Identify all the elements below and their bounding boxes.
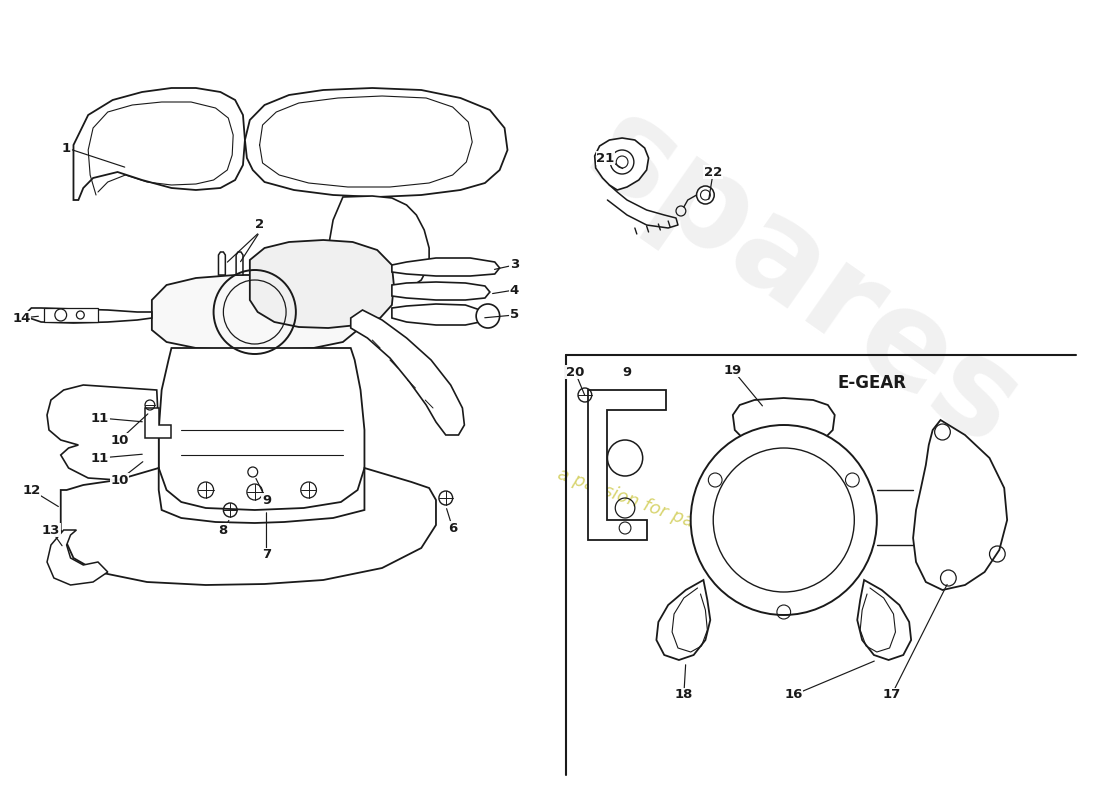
Polygon shape <box>158 348 364 510</box>
Text: 8: 8 <box>219 523 228 537</box>
Polygon shape <box>328 196 429 293</box>
Polygon shape <box>351 310 464 435</box>
Polygon shape <box>236 252 243 275</box>
Text: 6: 6 <box>448 522 458 534</box>
Text: 10: 10 <box>110 474 129 486</box>
Polygon shape <box>47 385 158 480</box>
Polygon shape <box>857 580 911 660</box>
Polygon shape <box>392 258 499 276</box>
Text: 3: 3 <box>509 258 519 271</box>
Polygon shape <box>392 282 490 300</box>
Text: 21: 21 <box>596 151 615 165</box>
Text: 20: 20 <box>565 366 584 378</box>
Polygon shape <box>250 240 394 328</box>
Polygon shape <box>219 252 225 275</box>
Circle shape <box>696 186 714 204</box>
Text: 12: 12 <box>22 483 41 497</box>
Text: 19: 19 <box>724 363 743 377</box>
Polygon shape <box>733 398 835 447</box>
Text: 2: 2 <box>255 218 264 231</box>
Text: 22: 22 <box>704 166 723 178</box>
Polygon shape <box>152 275 358 350</box>
Polygon shape <box>145 408 172 438</box>
Text: 11: 11 <box>91 411 109 425</box>
Circle shape <box>691 425 877 615</box>
Text: 18: 18 <box>674 689 693 702</box>
Text: a passion for parts since 1985: a passion for parts since 1985 <box>556 465 816 575</box>
Polygon shape <box>657 580 711 660</box>
Text: 17: 17 <box>882 689 901 702</box>
Polygon shape <box>392 304 482 325</box>
Text: 4: 4 <box>509 283 519 297</box>
Polygon shape <box>913 420 1008 590</box>
Text: 16: 16 <box>784 689 803 702</box>
Text: 11: 11 <box>91 451 109 465</box>
Text: spares: spares <box>564 86 1043 474</box>
Text: 13: 13 <box>42 523 60 537</box>
Polygon shape <box>245 88 507 197</box>
Polygon shape <box>587 390 667 540</box>
Text: 9: 9 <box>262 494 271 506</box>
Polygon shape <box>47 530 108 585</box>
Polygon shape <box>44 308 98 322</box>
Polygon shape <box>60 468 436 585</box>
Circle shape <box>476 304 499 328</box>
Text: 7: 7 <box>262 549 271 562</box>
Text: 14: 14 <box>12 311 31 325</box>
Text: 9: 9 <box>623 366 631 378</box>
Polygon shape <box>74 88 245 200</box>
Text: 1: 1 <box>62 142 72 154</box>
Text: 5: 5 <box>509 309 519 322</box>
Polygon shape <box>595 138 649 190</box>
Text: 10: 10 <box>110 434 129 446</box>
Text: E-GEAR: E-GEAR <box>837 374 906 392</box>
Polygon shape <box>28 308 152 323</box>
